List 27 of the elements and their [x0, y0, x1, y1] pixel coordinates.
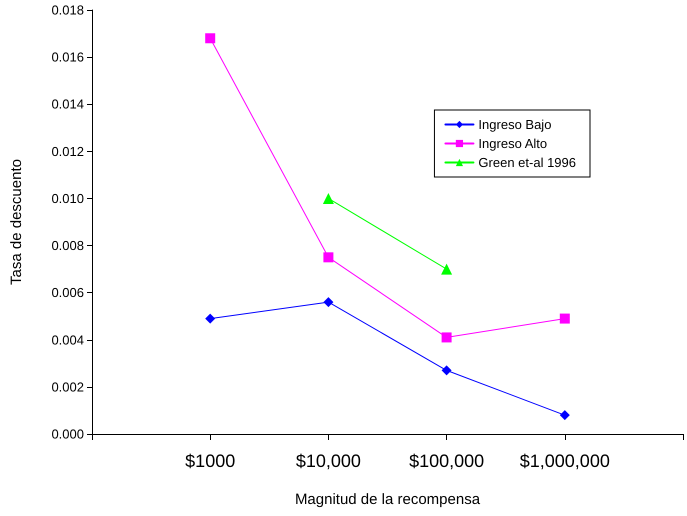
legend-label: Ingreso Bajo [478, 117, 552, 132]
point [323, 297, 334, 308]
x-tick-label: $1000 [185, 451, 236, 471]
y-tick-label: 0.006 [51, 285, 84, 300]
x-tick-label: $100,000 [409, 451, 484, 471]
y-tick-label: 0.014 [51, 96, 84, 112]
point [560, 314, 570, 324]
y-tick-label: 0.018 [51, 2, 84, 18]
legend-label: Ingreso Alto [478, 136, 548, 151]
point [442, 365, 452, 376]
legend-label: Green et-al 1996 [478, 155, 576, 170]
y-tick-label: 0.004 [51, 332, 84, 348]
y-tick-label: 0.000 [51, 426, 84, 442]
y-tick-label: 0.010 [51, 190, 84, 206]
point [323, 252, 334, 262]
y-tick-label: 0.016 [51, 50, 84, 65]
y-tick-label: 0.008 [51, 238, 84, 254]
x-tick-label: $10,000 [296, 451, 361, 471]
point [560, 410, 570, 420]
y-tick-label: 0.012 [51, 144, 84, 159]
x-axis-title: Magnitud de la recompensa [294, 491, 481, 508]
point [205, 33, 216, 44]
y-axis-title: Tasa de descuento [8, 159, 25, 285]
point [205, 314, 216, 324]
point [442, 332, 452, 342]
x-tick-label: $1,000,000 [520, 451, 610, 471]
y-tick-label: 0.002 [51, 379, 84, 394]
